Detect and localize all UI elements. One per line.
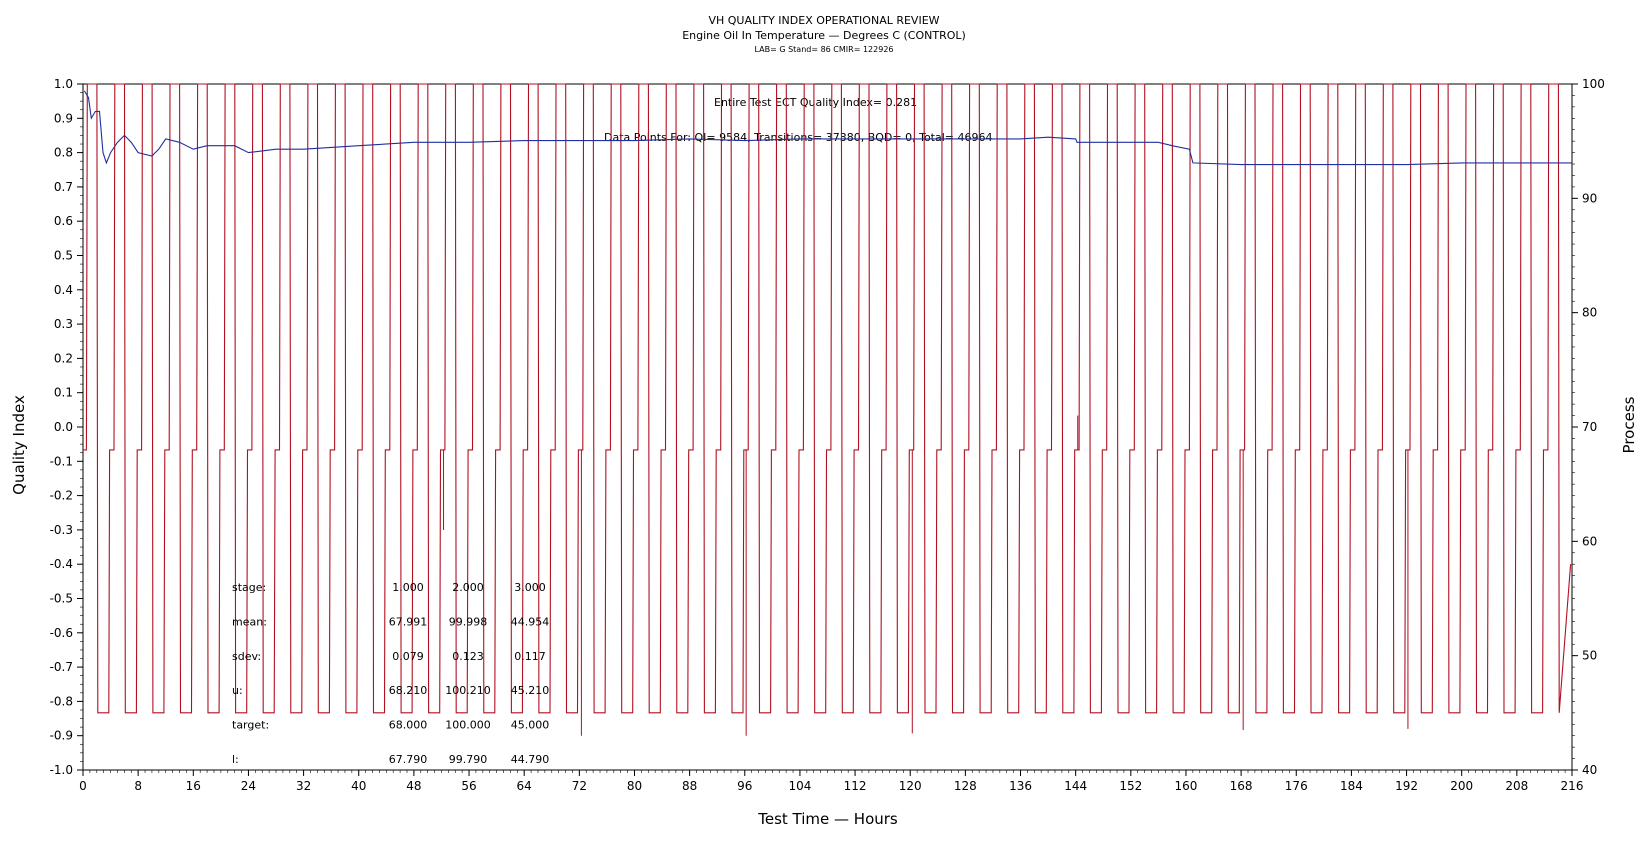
- stats-cell: 68.210: [389, 684, 428, 697]
- y-tick-label: -0.9: [50, 729, 73, 743]
- y-tick-label: -0.2: [50, 489, 73, 503]
- x-tick-label: 40: [351, 779, 366, 793]
- x-tick-label: 120: [899, 779, 922, 793]
- stats-row-label: mean:: [232, 615, 267, 628]
- x-tick-label: 24: [241, 779, 256, 793]
- stats-row-label: l:: [232, 753, 239, 766]
- y-tick-label: -0.8: [50, 694, 73, 708]
- data-points-annotation: Data Points For: QI= 9584, Transitions= …: [604, 131, 993, 144]
- chart-subtitle: Engine Oil In Temperature — Degrees C (C…: [682, 29, 966, 42]
- y-axis-ticks: 1.0 0.9 0.8 0.7 0.6 0.5 0.4 0.3 0.2 0.1 0.0 -0.1 -0.…: [50, 77, 83, 777]
- y-tick-label: -0.1: [50, 454, 73, 468]
- chart-title: VH QUALITY INDEX OPERATIONAL REVIEW: [708, 14, 939, 27]
- y-tick-label: 0.2: [54, 351, 73, 365]
- stats-cell: 67.991: [389, 615, 428, 628]
- process-series-line: [83, 83, 1572, 714]
- stats-cell: 45.210: [511, 684, 550, 697]
- chart-subtitle-2: LAB= G Stand= 86 CMIR= 122926: [754, 45, 893, 54]
- x-tick-label: 168: [1230, 779, 1253, 793]
- y-axis-label: Quality Index: [10, 395, 28, 495]
- y2-tick-label: 70: [1582, 420, 1597, 434]
- x-tick-label: 104: [788, 779, 811, 793]
- x-tick-label: 200: [1450, 779, 1473, 793]
- y-tick-label: -0.4: [50, 557, 73, 571]
- stats-cell: 67.790: [389, 753, 428, 766]
- y-tick-label: -0.5: [50, 592, 73, 606]
- stats-cell: 2.000: [452, 581, 484, 594]
- x-tick-label: 216: [1561, 779, 1584, 793]
- y2-axis-ticks: 100 90 80 70 60 50 40: [1572, 77, 1605, 777]
- stats-row-label: stage:: [232, 581, 266, 594]
- x-tick-label: 48: [406, 779, 421, 793]
- series-layer: [83, 83, 1572, 736]
- y-tick-label: 1.0: [54, 77, 73, 91]
- plot-area: [82, 83, 1573, 771]
- quality-index-annotation: Entire Test ECT Quality Index= 0.281: [714, 96, 917, 109]
- x-tick-label: 136: [1009, 779, 1032, 793]
- stats-cell: 0.117: [514, 650, 546, 663]
- y2-axis-label: Process: [1620, 396, 1638, 453]
- x-tick-label: 192: [1395, 779, 1418, 793]
- stats-table: stage: 1.000 2.000 3.000 mean: 67.991 99.998 44…: [232, 581, 549, 766]
- y-tick-label: -0.3: [50, 523, 73, 537]
- x-tick-label: 112: [844, 779, 867, 793]
- y-tick-label: 0.5: [54, 249, 73, 263]
- x-tick-label: 184: [1340, 779, 1363, 793]
- x-tick-label: 152: [1119, 779, 1142, 793]
- x-tick-label: 8: [134, 779, 142, 793]
- stats-cell: 99.998: [449, 615, 488, 628]
- stats-cell: 1.000: [392, 581, 424, 594]
- stats-cell: 44.790: [511, 753, 550, 766]
- stats-cell: 99.790: [449, 753, 488, 766]
- stats-cell: 44.954: [511, 615, 550, 628]
- stats-row-label: target:: [232, 719, 269, 732]
- stats-cell: 0.123: [452, 650, 484, 663]
- stats-row-label: u:: [232, 684, 243, 697]
- x-tick-label: 56: [461, 779, 476, 793]
- x-tick-label: 144: [1064, 779, 1087, 793]
- x-tick-label: 80: [627, 779, 642, 793]
- stats-cell: 100.000: [445, 719, 491, 732]
- x-tick-label: 208: [1505, 779, 1528, 793]
- x-axis-label: Test Time — Hours: [757, 810, 898, 828]
- x-tick-label: 32: [296, 779, 311, 793]
- x-tick-label: 64: [517, 779, 532, 793]
- y-tick-label: 0.1: [54, 386, 73, 400]
- x-tick-label: 0: [79, 779, 87, 793]
- x-tick-label: 128: [954, 779, 977, 793]
- x-tick-label: 160: [1175, 779, 1198, 793]
- stats-cell: 45.000: [511, 719, 550, 732]
- y-tick-label: 0.7: [54, 180, 73, 194]
- x-tick-label: 96: [737, 779, 752, 793]
- stats-cell: 100.210: [445, 684, 491, 697]
- x-tick-label: 72: [572, 779, 587, 793]
- y-tick-label: 0.0: [54, 420, 73, 434]
- y2-tick-label: 80: [1582, 306, 1597, 320]
- y-tick-label: 0.9: [54, 111, 73, 125]
- quality-index-line: [83, 90, 1572, 166]
- y-tick-label: 0.4: [54, 283, 73, 297]
- y2-tick-label: 90: [1582, 191, 1597, 205]
- y-tick-label: -0.7: [50, 660, 73, 674]
- y-tick-label: 0.8: [54, 146, 73, 160]
- x-tick-label: 16: [186, 779, 201, 793]
- x-axis-ticks: 0 8 16 24 32 40 48 56 64 72 80 88 96 104 112 120 128 136 1…: [79, 770, 1583, 793]
- stats-row-label: sdev:: [232, 650, 261, 663]
- y2-tick-label: 100: [1582, 77, 1605, 91]
- x-tick-label: 176: [1285, 779, 1308, 793]
- y-tick-label: 0.3: [54, 317, 73, 331]
- x-tick-label: 88: [682, 779, 697, 793]
- y2-tick-label: 40: [1582, 763, 1597, 777]
- y2-tick-label: 60: [1582, 534, 1597, 548]
- stats-cell: 68.000: [389, 719, 428, 732]
- stats-cell: 3.000: [514, 581, 546, 594]
- y-tick-label: -0.6: [50, 626, 73, 640]
- stats-cell: 0.079: [392, 650, 424, 663]
- plot-frame: [82, 83, 1573, 771]
- y-tick-label: -1.0: [50, 763, 73, 777]
- y2-tick-label: 50: [1582, 649, 1597, 663]
- y-tick-label: 0.6: [54, 214, 73, 228]
